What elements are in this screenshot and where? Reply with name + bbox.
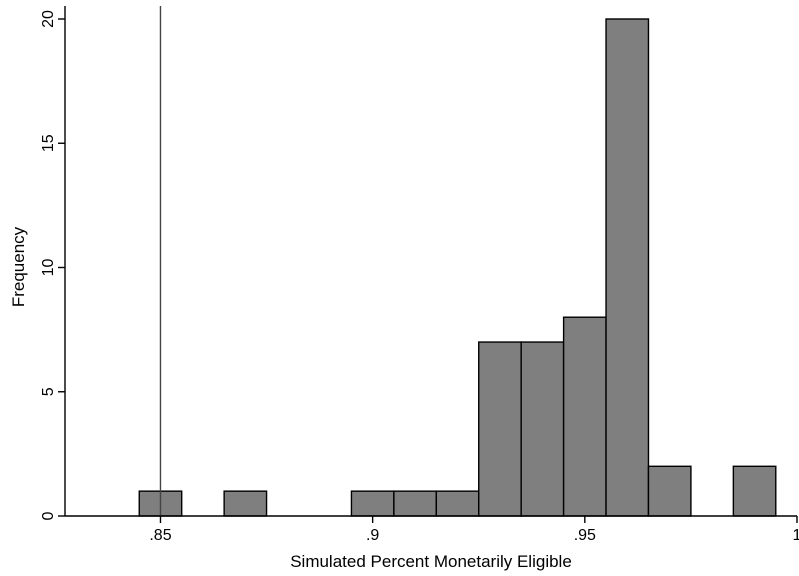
plot-area — [65, 6, 797, 516]
histogram-bar — [520, 341, 565, 517]
y-tick-label: 5 — [40, 387, 57, 396]
histogram-bar — [223, 490, 268, 517]
histogram-bar — [647, 465, 692, 517]
histogram-bar — [393, 490, 438, 517]
x-tick-label: .95 — [574, 527, 596, 544]
x-tick-label: 1 — [793, 527, 799, 544]
y-tick-label: 15 — [40, 134, 57, 152]
plot-background — [65, 6, 797, 516]
y-tick-label: 20 — [40, 10, 57, 28]
y-axis-title: Frequency — [9, 226, 28, 307]
histogram-bar — [350, 490, 395, 517]
y-tick-label: 0 — [40, 511, 57, 520]
axes: 0 5 10 15 20 .85 .9 .95 1 — [40, 6, 799, 544]
histogram-bar — [435, 490, 480, 517]
histogram-bar — [562, 316, 607, 517]
y-tick-label: 10 — [40, 259, 57, 277]
x-axis-title: Simulated Percent Monetarily Eligible — [290, 552, 572, 571]
histogram-bar — [605, 18, 650, 517]
histogram-bar — [478, 341, 522, 517]
histogram-bar — [732, 465, 777, 517]
x-tick-label: .9 — [366, 527, 379, 544]
x-tick-label: .85 — [149, 527, 171, 544]
